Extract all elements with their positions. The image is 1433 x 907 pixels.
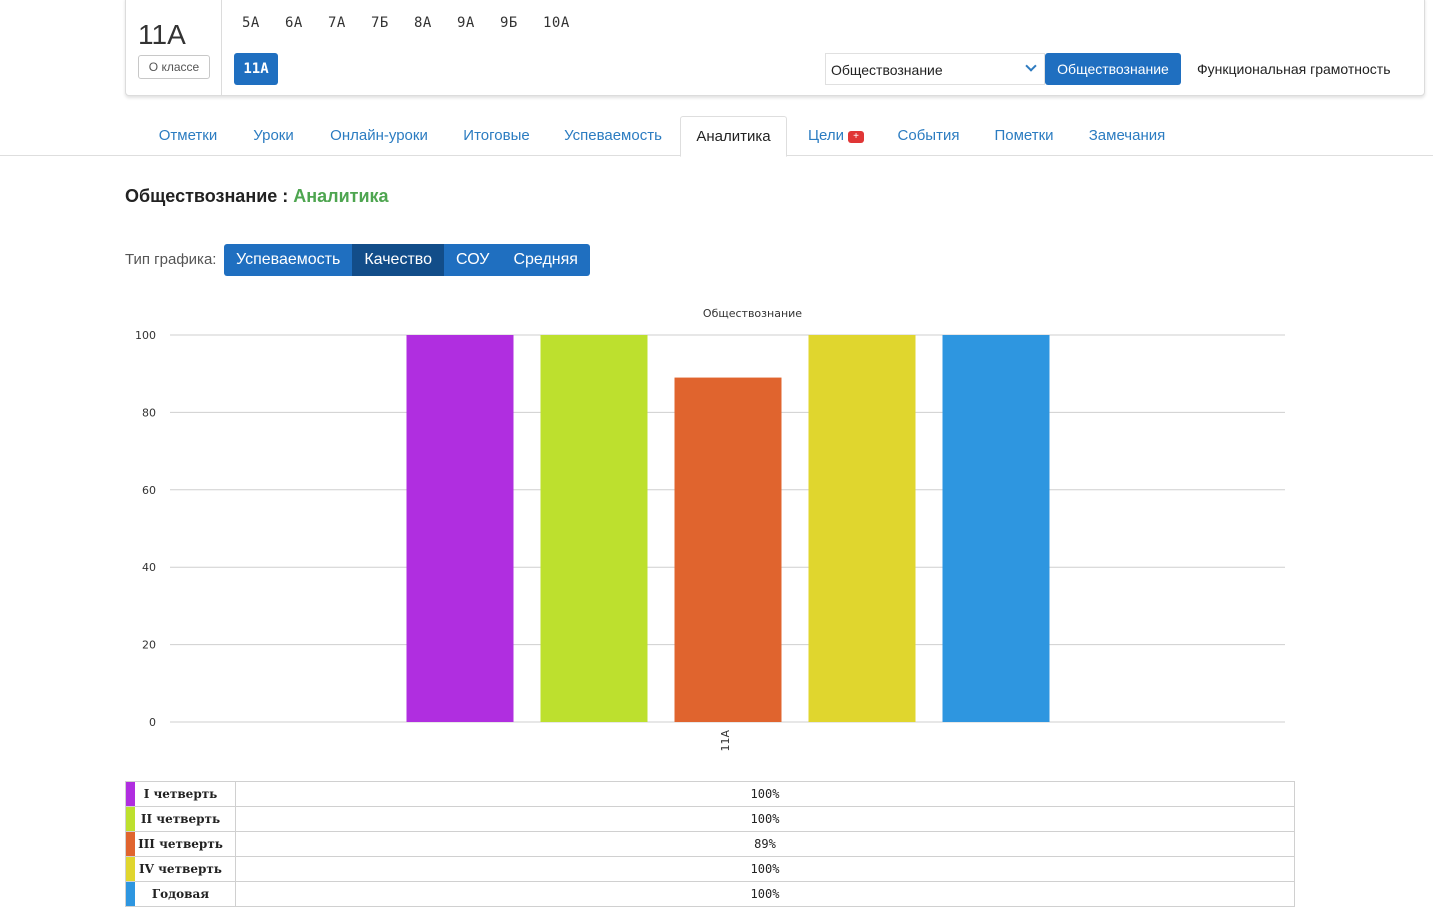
legend-name: Годовая [151, 887, 210, 901]
tab-marks[interactable]: Отметки [158, 127, 218, 144]
bar-chart: Обществознание 0 20 40 60 80 100 11А [135, 307, 1285, 752]
class-link[interactable]: 6А [285, 15, 303, 31]
subject-link[interactable]: Функциональная грамотность [1197, 61, 1391, 77]
tab-goals-label: Цели [807, 127, 845, 144]
x-tick-label: 11А [719, 730, 732, 752]
bar [942, 335, 1050, 722]
legend-name-cell: II четверть [125, 806, 236, 832]
table-row: II четверть 100% [125, 806, 1295, 832]
y-tick-label: 80 [142, 406, 156, 419]
plus-badge-icon: + [848, 131, 865, 143]
legend-value: 100% [235, 881, 1295, 907]
class-link[interactable]: 10А [543, 15, 570, 31]
legend-name: IV четверть [139, 862, 222, 876]
about-class-button[interactable]: О классе [138, 55, 210, 79]
subject-button[interactable]: Обществознание [1045, 53, 1181, 85]
table-row: IV четверть 100% [125, 856, 1295, 882]
class-info: 11А О классе [126, 0, 222, 95]
legend-name-cell: I четверть [125, 781, 236, 807]
class-link[interactable]: 7Б [371, 15, 389, 31]
tab-online-lessons[interactable]: Онлайн-уроки [330, 127, 428, 144]
legend-swatch [126, 832, 135, 856]
class-card: 11А О классе 5А 6А 7А 7Б 8А 9А 9Б 10А 11… [125, 0, 1425, 96]
legend-name: III четверть [138, 837, 223, 851]
legend-swatch [126, 882, 135, 906]
bar [808, 335, 916, 722]
y-tick-label: 40 [142, 561, 156, 574]
class-link[interactable]: 7А [328, 15, 346, 31]
legend-name: I четверть [143, 787, 218, 801]
legend-name: II четверть [140, 812, 221, 826]
page-title: Обществознание : Аналитика [125, 186, 389, 207]
class-link[interactable]: 8А [414, 15, 432, 31]
legend-swatch [126, 807, 135, 831]
y-tick-label: 100 [135, 329, 156, 342]
bar [540, 335, 648, 722]
chart-type-quality-button[interactable]: Качество [352, 244, 444, 276]
tab-final[interactable]: Итоговые [463, 127, 530, 144]
legend-table: I четверть 100% II четверть 100% III чет… [125, 781, 1295, 907]
y-tick-label: 0 [149, 716, 156, 729]
chart-type-label: Тип графика: [125, 251, 217, 268]
legend-value: 100% [235, 856, 1295, 882]
legend-swatch [126, 857, 135, 881]
legend-swatch [126, 782, 135, 806]
legend-value: 100% [235, 806, 1295, 832]
chart-type-sou-button[interactable]: СОУ [444, 244, 502, 276]
legend-name-cell: Годовая [125, 881, 236, 907]
class-link[interactable]: 5А [242, 15, 260, 31]
chart-type-group: Успеваемость Качество СОУ Средняя [224, 244, 590, 276]
page-title-section: Аналитика [293, 186, 389, 206]
tab-remarks[interactable]: Замечания [1088, 127, 1166, 144]
class-link[interactable]: 9Б [500, 15, 518, 31]
tab-goals[interactable]: Цели + [796, 116, 876, 156]
y-tick-label: 20 [142, 639, 156, 652]
subject-select-value: Обществознание [831, 62, 943, 78]
legend-value: 100% [235, 781, 1295, 807]
chart-title: Обществознание [703, 307, 802, 320]
tab-events[interactable]: События [897, 127, 960, 144]
tab-performance[interactable]: Успеваемость [564, 127, 662, 144]
bar [406, 335, 514, 722]
chart-type-average-button[interactable]: Средняя [501, 244, 590, 276]
table-row: I четверть 100% [125, 781, 1295, 807]
legend-name-cell: III четверть [125, 831, 236, 857]
tab-analytics[interactable]: Аналитика [680, 116, 787, 157]
y-tick-label: 60 [142, 484, 156, 497]
chart-type-performance-button[interactable]: Успеваемость [224, 244, 353, 276]
legend-name-cell: IV четверть [125, 856, 236, 882]
subject-select[interactable]: Обществознание [825, 53, 1045, 85]
tab-lessons[interactable]: Уроки [253, 127, 294, 144]
bar [674, 377, 782, 722]
active-class-button[interactable]: 11А [234, 53, 278, 85]
chevron-down-icon [1025, 60, 1037, 72]
class-title: 11А [138, 19, 186, 50]
page-title-subject: Обществознание : [125, 186, 289, 206]
tab-notes[interactable]: Пометки [994, 127, 1054, 144]
legend-value: 89% [235, 831, 1295, 857]
table-row: III четверть 89% [125, 831, 1295, 857]
class-link[interactable]: 9А [457, 15, 475, 31]
table-row: Годовая 100% [125, 881, 1295, 907]
tab-bar: Отметки Уроки Онлайн-уроки Итоговые Успе… [0, 116, 1433, 157]
